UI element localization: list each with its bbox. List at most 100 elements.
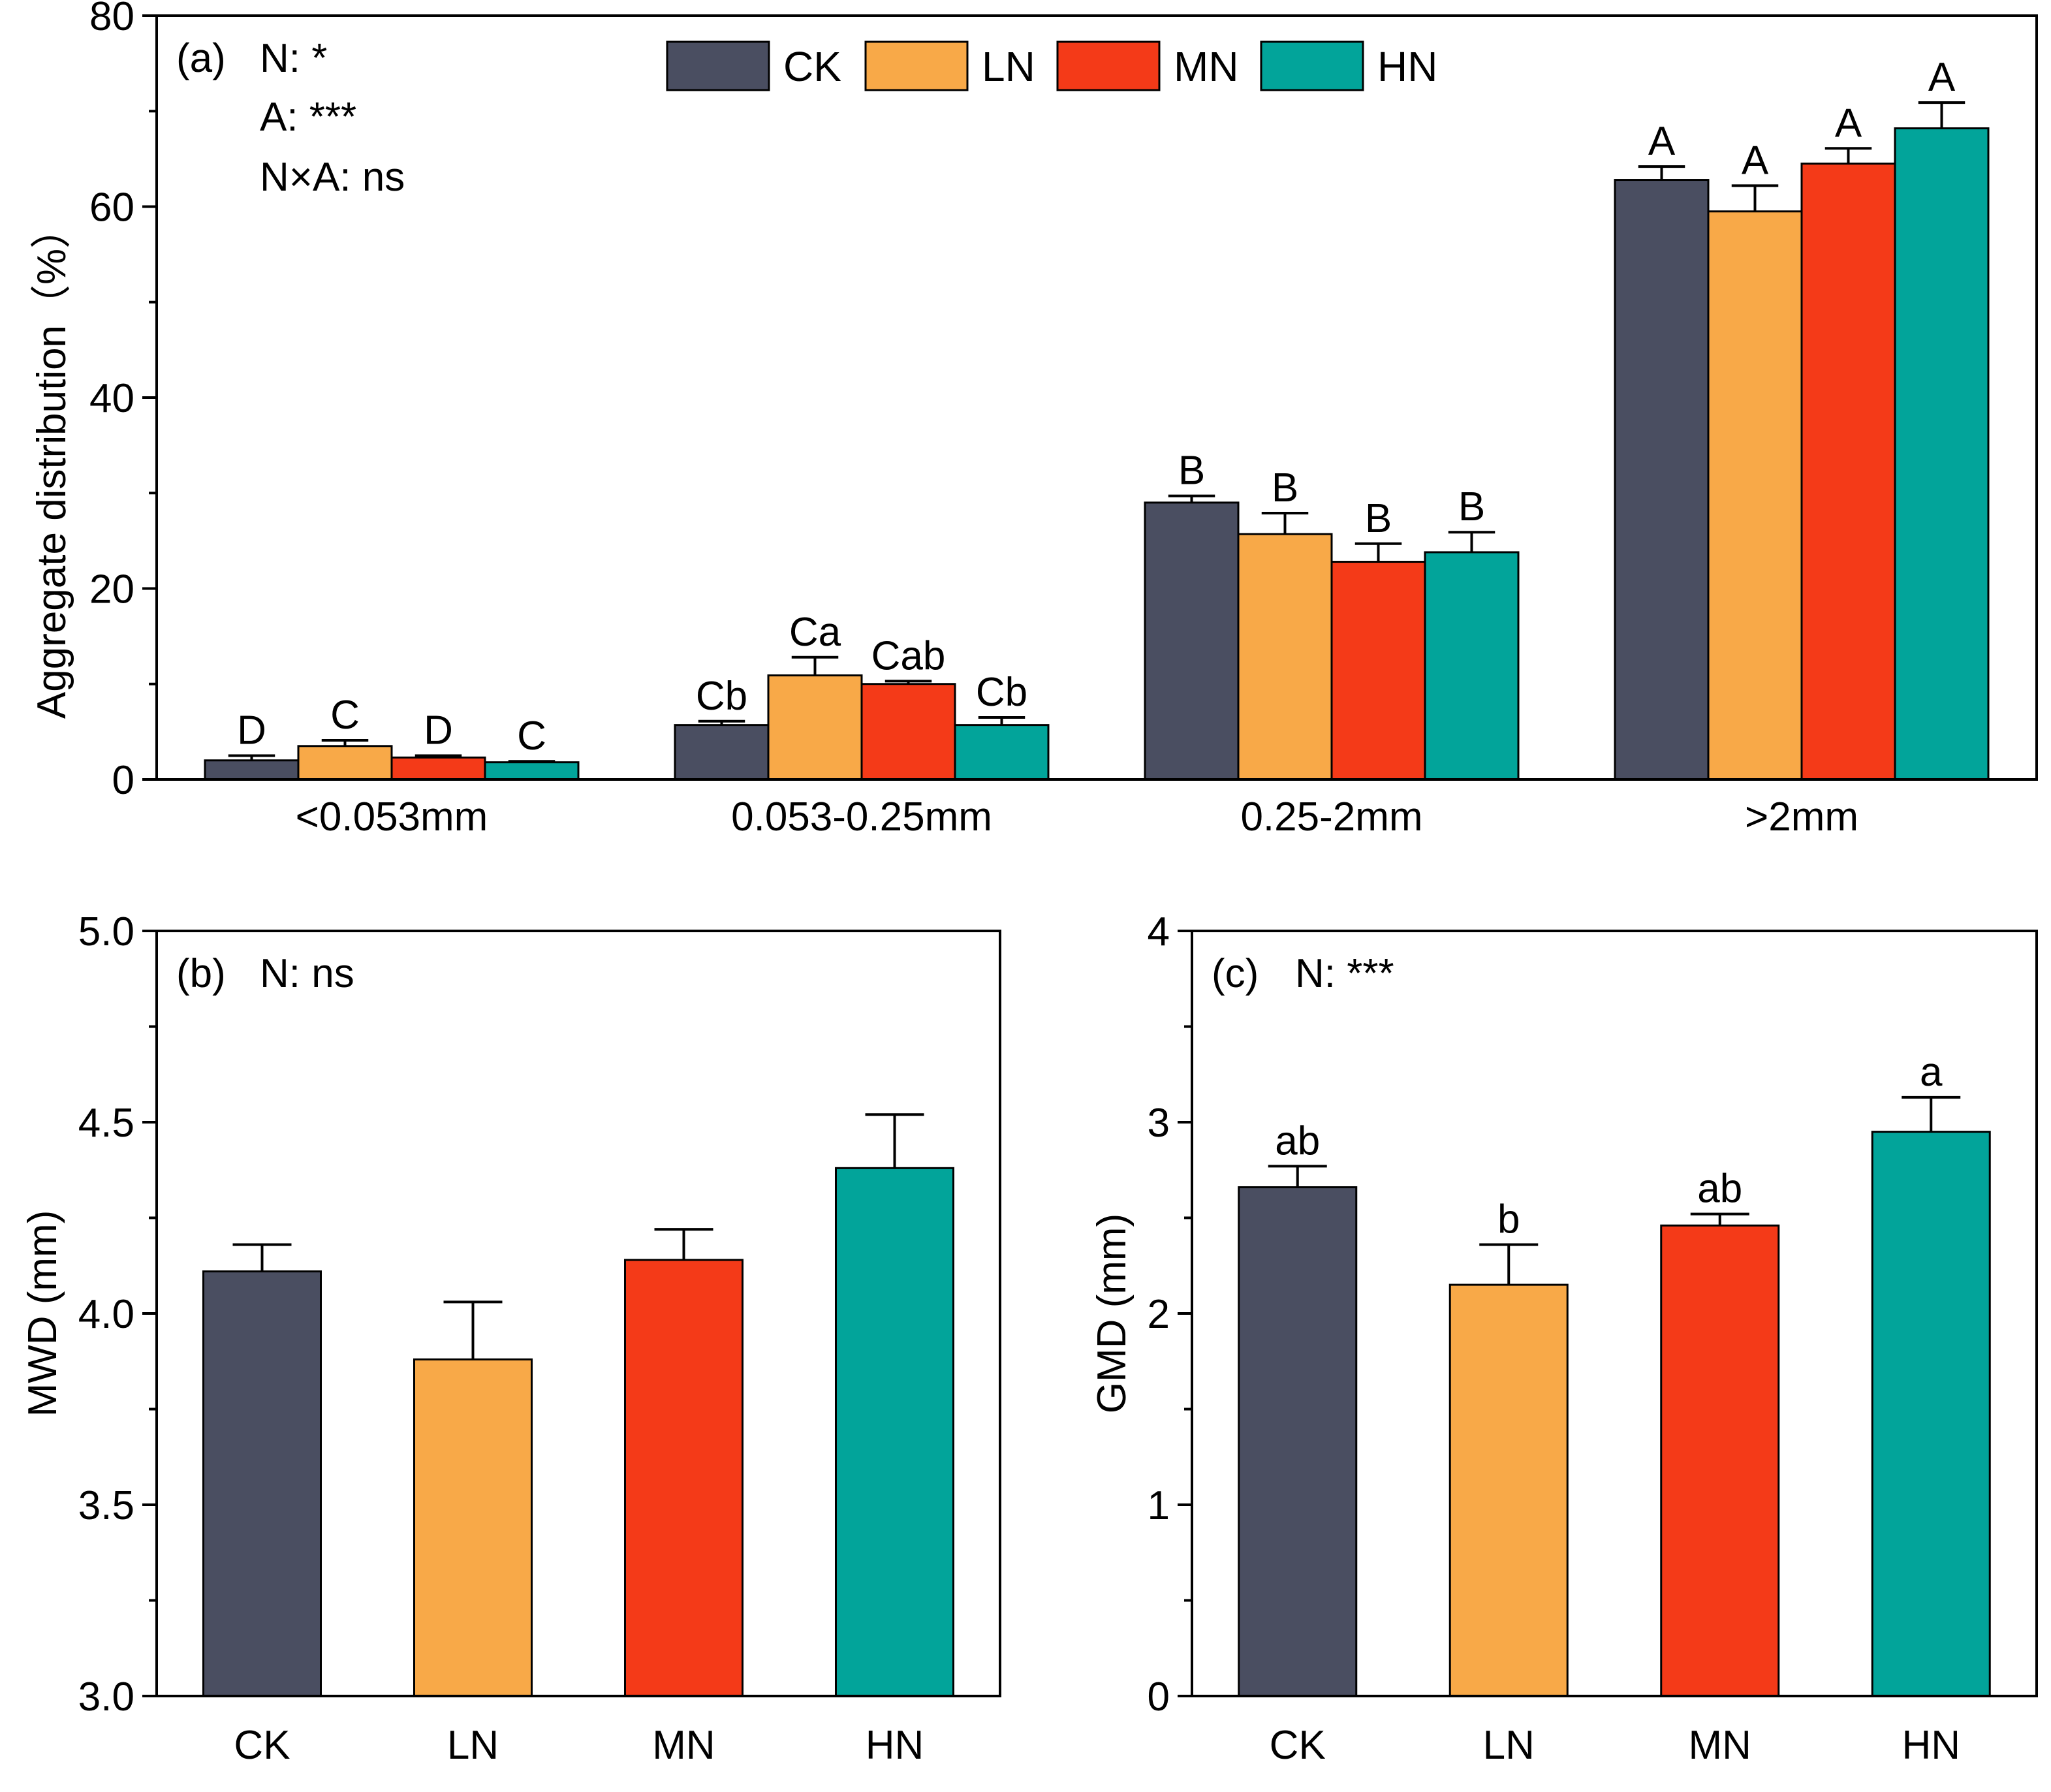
panel-b-label: (b) [176,951,226,996]
significance-letter: b [1497,1197,1520,1242]
legend-swatch-hn [1260,40,1364,91]
bar-ln [1448,1283,1569,1697]
panel-c-bars: ab b ab a [1238,1050,1991,1697]
legend-label-ck: CK [783,43,841,90]
x-category-label: <0.053mm [296,794,488,840]
panel-a-stat-n: N: * [260,36,327,81]
bar-mn [1330,561,1426,781]
significance-letter: A [1835,101,1862,146]
panel-a-y-title: Aggregate distribution（%） [29,208,74,719]
significance-letter: B [1458,484,1485,529]
panel-a-aggregate-distribution: D C D C Cb Ca Cab Cb B B B B A A A A 0 20 40 60 80 <0.053mm… [29,0,2038,840]
y-tick-label: 60 [89,185,134,230]
bar-ln [1237,533,1333,781]
bar-mn [624,1259,744,1697]
y-tick-label: 2 [1148,1292,1170,1337]
bar-ln [413,1358,533,1697]
panel-c-y-ticks: 0 1 2 3 4 [1148,909,1192,1720]
significance-letter: B [1365,496,1392,541]
bar-mn [1800,163,1896,781]
panel-a-bars: D C D C Cb Ca Cab Cb B B B B A A A A [204,55,1990,781]
y-tick-label: 40 [89,376,134,421]
legend-swatch-mn [1056,40,1161,91]
panel-a-stat-a: A: *** [260,95,356,140]
bar-hn [954,724,1050,781]
panel-b-stat-n: N: ns [260,951,354,996]
y-tick-label: 3 [1148,1101,1170,1146]
significance-letter: A [1742,138,1769,183]
panel-b-frame [155,930,1001,1697]
significance-letter: C [330,693,360,738]
panel-a-frame [155,14,2038,781]
panel-b-y-title: MWD (mm) [20,1210,65,1417]
significance-letter: Ca [789,610,841,655]
bar-hn [835,1167,954,1697]
panel-a-label: (a) [176,36,226,81]
panel-a-x-labels: <0.053mm 0.053-0.25mm 0.25-2mm >2mm [296,794,1858,840]
panel-c-frame [1191,930,2038,1697]
significance-letter: a [1920,1050,1943,1095]
y-tick-label: 3.5 [78,1483,134,1528]
y-tick-label: 80 [89,0,134,39]
panel-b-mwd: 3.0 3.5 4.0 4.5 5.0 CK LN MN HN (b) N: ns MWD (… [20,909,1001,1768]
bar-ck [1144,501,1240,781]
panel-c-label: (c) [1212,951,1259,996]
significance-letter: Cb [976,670,1027,715]
significance-letter: Cb [696,674,747,719]
x-category-label: 0.053-0.25mm [731,794,992,840]
significance-letter: ab [1275,1118,1320,1163]
y-tick-label: 3.0 [78,1674,134,1720]
significance-letter: A [1648,119,1676,164]
bar-hn [484,761,580,781]
panel-c-stat-n: N: *** [1295,951,1394,996]
bar-hn [1424,551,1520,781]
bar-mn [390,756,486,781]
x-category-label: >2mm [1745,794,1858,840]
legend-label-mn: MN [1174,43,1239,90]
bar-ck [204,759,300,781]
bar-mn [860,683,956,781]
bar-mn [1660,1224,1780,1697]
y-tick-label: 0 [112,758,134,803]
panel-c-x-labels: CK LN MN HN [1270,1723,1960,1768]
y-tick-label: 1 [1148,1483,1170,1528]
significance-letter: B [1272,465,1298,511]
bar-ln [767,674,863,781]
x-category-label: CK [1270,1723,1326,1768]
bar-ln [297,745,393,781]
significance-letter: C [517,714,546,759]
significance-letter: Cab [871,633,946,678]
x-category-label: MN [652,1723,715,1768]
x-category-label: LN [1483,1723,1535,1768]
x-category-label: 0.25-2mm [1240,794,1422,840]
panel-a-y-ticks: 0 20 40 60 80 [89,0,157,803]
panel-c-y-title: GMD (mm) [1089,1214,1135,1413]
y-tick-label: 4.5 [78,1101,134,1146]
significance-letter: D [424,708,453,753]
x-category-label: LN [447,1723,499,1768]
x-category-label: HN [1902,1723,1960,1768]
y-tick-label: 0 [1148,1674,1170,1720]
bar-ck [1238,1186,1358,1697]
legend-label-hn: HN [1377,43,1437,90]
legend-label-ln: LN [982,43,1035,90]
y-tick-label: 4.0 [78,1292,134,1337]
bar-ck [1614,179,1710,781]
bar-ln [1707,210,1803,781]
legend-swatch-ln [864,40,969,91]
significance-letter: D [237,708,266,753]
bar-hn [1894,127,1990,781]
x-category-label: HN [866,1723,924,1768]
significance-letter: B [1178,448,1205,494]
y-tick-label: 4 [1148,909,1170,954]
x-category-label: MN [1689,1723,1751,1768]
x-category-label: CK [234,1723,290,1768]
panel-a-stat-nxa: N×A: ns [260,155,405,200]
bar-hn [1871,1131,1991,1697]
bar-ck [202,1270,322,1697]
significance-letter: A [1928,55,1956,100]
panel-b-bars [202,1113,954,1697]
bar-ck [674,724,770,781]
y-tick-label: 20 [89,567,134,612]
